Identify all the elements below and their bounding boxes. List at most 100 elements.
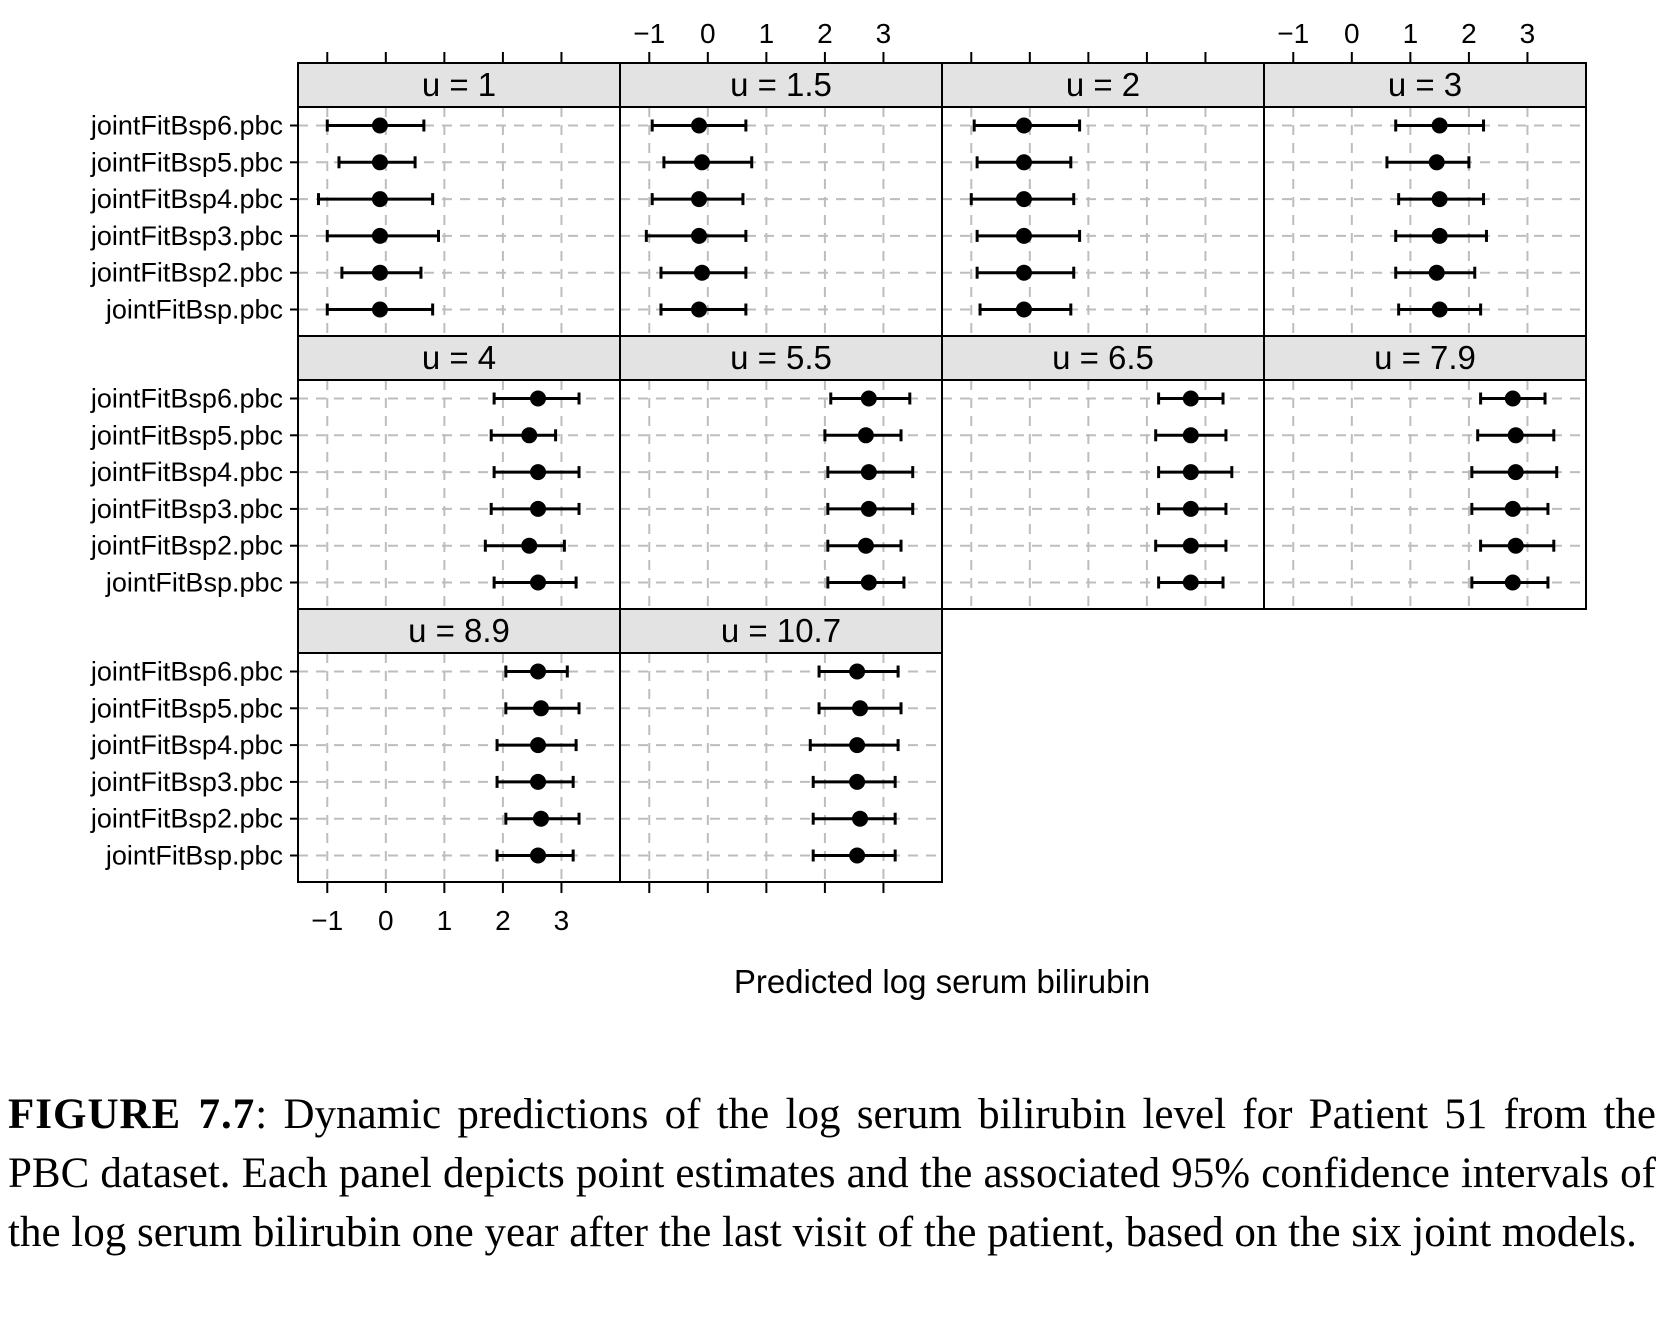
figure-label: FIGURE 7.7 <box>8 1091 256 1138</box>
point-estimate <box>530 773 547 790</box>
point-estimate <box>532 700 549 717</box>
point-estimate <box>693 154 710 171</box>
panel-strip-label: u = 8.9 <box>408 612 510 649</box>
point-estimate <box>530 737 547 754</box>
x-tick-label-top: 3 <box>876 18 892 49</box>
trellis-dotplot: Predicted log serum bilirubin u = 1 joint… <box>90 18 1587 1000</box>
point-estimate <box>1504 500 1521 517</box>
model-label: jointFitBsp.pbc <box>105 568 283 598</box>
panel-strip-label: u = 2 <box>1066 66 1140 103</box>
point-estimate <box>860 574 877 591</box>
panel-strip-label: u = 1.5 <box>730 66 832 103</box>
point-estimate <box>860 500 877 517</box>
panel-strip <box>298 63 620 107</box>
panel-strip-label: u = 4 <box>422 339 496 376</box>
x-tick-label-top: 2 <box>1461 18 1477 49</box>
x-tick-label-top: −1 <box>633 18 665 49</box>
model-label: jointFitBsp2.pbc <box>90 531 283 561</box>
point-estimate <box>532 810 549 827</box>
point-estimate <box>849 737 866 754</box>
point-estimate <box>691 301 708 318</box>
model-label: jointFitBsp4.pbc <box>90 184 283 214</box>
point-estimate <box>1015 301 1032 318</box>
model-label: jointFitBsp3.pbc <box>90 221 283 251</box>
point-estimate <box>849 847 866 864</box>
model-label: jointFitBsp6.pbc <box>90 111 283 141</box>
point-estimate <box>1428 264 1445 281</box>
point-estimate <box>1504 390 1521 407</box>
model-label: jointFitBsp4.pbc <box>90 730 283 760</box>
panel-strip <box>620 336 942 380</box>
point-estimate <box>1015 154 1032 171</box>
point-estimate <box>860 464 877 481</box>
panel-strip-label: u = 5.5 <box>730 339 832 376</box>
x-tick-label-bottom: 0 <box>378 905 394 936</box>
point-estimate <box>1507 464 1524 481</box>
point-estimate <box>691 227 708 244</box>
point-estimate <box>530 574 547 591</box>
point-estimate <box>1182 574 1199 591</box>
panel-strip <box>942 336 1264 380</box>
panel-strip <box>620 63 942 107</box>
panel-strip-label: u = 10.7 <box>721 612 841 649</box>
point-estimate <box>860 390 877 407</box>
point-estimate <box>1431 117 1448 134</box>
panel-border <box>1263 335 1587 610</box>
point-estimate <box>857 427 874 444</box>
point-estimate <box>530 847 547 864</box>
point-estimate <box>849 663 866 680</box>
point-estimate <box>371 227 388 244</box>
model-label: jointFitBsp.pbc <box>105 841 283 871</box>
x-tick-label-bottom: −1 <box>311 905 343 936</box>
point-estimate <box>691 117 708 134</box>
model-label: jointFitBsp2.pbc <box>90 258 283 288</box>
point-estimate <box>371 264 388 281</box>
panel-strip <box>298 336 620 380</box>
point-estimate <box>1015 227 1032 244</box>
model-label: jointFitBsp3.pbc <box>90 494 283 524</box>
x-axis-title: Predicted log serum bilirubin <box>734 963 1150 1000</box>
model-label: jointFitBsp5.pbc <box>90 147 283 177</box>
point-estimate <box>1182 537 1199 554</box>
point-estimate <box>693 264 710 281</box>
point-estimate <box>857 537 874 554</box>
model-label: jointFitBsp6.pbc <box>90 657 283 687</box>
point-estimate <box>371 191 388 208</box>
point-estimate <box>371 301 388 318</box>
model-label: jointFitBsp4.pbc <box>90 457 283 487</box>
point-estimate <box>371 117 388 134</box>
panel-border <box>619 608 943 883</box>
point-estimate <box>852 700 869 717</box>
panel-strip-label: u = 3 <box>1388 66 1462 103</box>
model-label: jointFitBsp2.pbc <box>90 804 283 834</box>
point-estimate <box>371 154 388 171</box>
point-estimate <box>852 810 869 827</box>
x-tick-label-top: 0 <box>1344 18 1360 49</box>
model-label: jointFitBsp3.pbc <box>90 767 283 797</box>
x-tick-label-top: −1 <box>1277 18 1309 49</box>
point-estimate <box>1428 154 1445 171</box>
point-estimate <box>1431 191 1448 208</box>
panel-strip <box>1264 63 1586 107</box>
x-tick-label-top: 3 <box>1520 18 1536 49</box>
point-estimate <box>1507 427 1524 444</box>
x-tick-label-bottom: 1 <box>437 905 453 936</box>
model-label: jointFitBsp5.pbc <box>90 420 283 450</box>
panel-strip-label: u = 7.9 <box>1374 339 1476 376</box>
point-estimate <box>530 464 547 481</box>
point-estimate <box>1431 227 1448 244</box>
point-estimate <box>521 537 538 554</box>
x-tick-label-top: 2 <box>817 18 833 49</box>
panel-strip <box>620 609 942 653</box>
panel-strip-label: u = 1 <box>422 66 496 103</box>
point-estimate <box>1182 390 1199 407</box>
point-estimate <box>530 390 547 407</box>
caption-text: : Dynamic predictions of the log serum b… <box>8 1091 1656 1256</box>
panel-strip <box>942 63 1264 107</box>
point-estimate <box>521 427 538 444</box>
panel-strip <box>298 609 620 653</box>
point-estimate <box>691 191 708 208</box>
point-estimate <box>1015 117 1032 134</box>
x-tick-label-top: 1 <box>1403 18 1419 49</box>
figure-caption: FIGURE 7.7: Dynamic predictions of the l… <box>8 1085 1656 1262</box>
